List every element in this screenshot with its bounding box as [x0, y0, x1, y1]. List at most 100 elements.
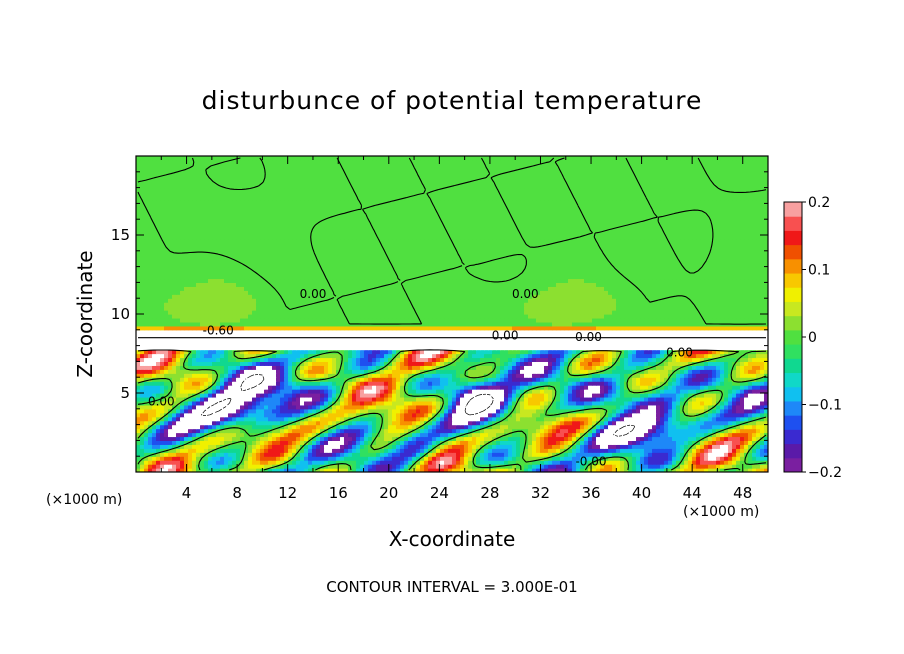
field-cell: [284, 408, 289, 414]
field-cell: [164, 452, 169, 457]
field-cell: [556, 468, 561, 472]
field-cell: [164, 369, 169, 374]
field-cell: [452, 377, 457, 382]
field-cell: [728, 353, 733, 359]
field-cell: [756, 404, 761, 410]
field-cell: [548, 456, 553, 461]
field-cell: [720, 389, 725, 394]
field-cell: [672, 385, 677, 390]
field-cell: [288, 345, 293, 351]
field-cell: [320, 393, 325, 398]
field-cell: [728, 393, 733, 398]
field-cell: [144, 432, 149, 438]
field-cell: [284, 353, 289, 359]
field-cell: [516, 357, 521, 362]
field-cell: [204, 381, 209, 386]
field-cell: [740, 416, 745, 422]
field-cell: [432, 369, 437, 374]
field-cell: [276, 389, 281, 394]
field-cell: [136, 408, 141, 414]
field-cell: [448, 385, 453, 390]
field-cell: [308, 440, 313, 445]
field-cell: [612, 393, 617, 398]
field-cell: [480, 432, 485, 438]
field-cell: [256, 456, 261, 461]
field-cell: [536, 456, 541, 461]
field-cell: [236, 436, 241, 441]
field-cell: [476, 365, 481, 370]
field-cell: [468, 393, 473, 398]
field-cell: [280, 432, 285, 438]
field-cell: [632, 440, 637, 445]
field-cell: [764, 412, 768, 418]
field-cell: [656, 377, 661, 382]
field-cell: [312, 396, 317, 402]
field-cell: [696, 436, 701, 441]
field-cell: [732, 444, 737, 449]
field-cell: [364, 428, 369, 434]
field-cell: [696, 444, 701, 449]
field-cell: [632, 377, 637, 382]
field-cell: [568, 404, 573, 410]
field-cell: [532, 396, 537, 402]
field-cell: [680, 424, 685, 430]
field-cell: [604, 460, 609, 465]
field-cell: [264, 396, 269, 402]
field-cell: [576, 440, 581, 445]
field-cell: [560, 404, 565, 410]
field-cell: [716, 464, 721, 469]
field-cell: [292, 464, 297, 469]
field-cell: [692, 444, 697, 449]
field-cell: [520, 361, 525, 366]
field-cell: [524, 353, 529, 359]
field-cell: [272, 357, 277, 362]
field-cell: [540, 456, 545, 461]
field-cell: [376, 408, 381, 414]
field-cell: [704, 381, 709, 386]
field-cell: [240, 396, 245, 402]
field-cell: [584, 468, 589, 472]
field-cell: [580, 412, 585, 418]
field-cell: [432, 385, 437, 390]
field-cell: [252, 369, 257, 374]
field-cell: [408, 428, 413, 434]
field-cell: [460, 345, 465, 351]
field-cell: [712, 444, 717, 449]
field-cell: [276, 444, 281, 449]
field-cell: [568, 424, 573, 430]
field-cell: [148, 448, 153, 453]
field-cell: [616, 440, 621, 445]
field-cell: [520, 400, 525, 406]
field-cell: [360, 393, 365, 398]
field-cell: [520, 404, 525, 410]
field-cell: [192, 349, 197, 355]
field-cell: [572, 349, 577, 355]
field-cell: [484, 452, 489, 457]
field-cell: [628, 440, 633, 445]
field-cell: [196, 404, 201, 410]
field-cell: [516, 424, 521, 430]
field-cell: [684, 444, 689, 449]
field-cell: [212, 444, 217, 449]
field-cell: [224, 420, 229, 426]
field-cell: [664, 357, 669, 362]
field-cell: [612, 464, 617, 469]
field-cell: [364, 432, 369, 438]
field-cell: [212, 396, 217, 402]
field-cell: [584, 448, 589, 453]
field-cell: [236, 365, 241, 370]
field-cell: [632, 365, 637, 370]
field-cell: [584, 361, 589, 366]
field-cell: [656, 396, 661, 402]
field-cell: [384, 452, 389, 457]
field-cell: [564, 436, 569, 441]
field-cell: [412, 464, 417, 469]
field-cell: [516, 353, 521, 359]
field-cell: [336, 456, 341, 461]
field-cell: [464, 456, 469, 461]
field-cell: [380, 345, 385, 351]
field-cell: [540, 440, 545, 445]
field-cell: [304, 385, 309, 390]
field-cell: [360, 432, 365, 438]
field-cell: [524, 416, 529, 422]
